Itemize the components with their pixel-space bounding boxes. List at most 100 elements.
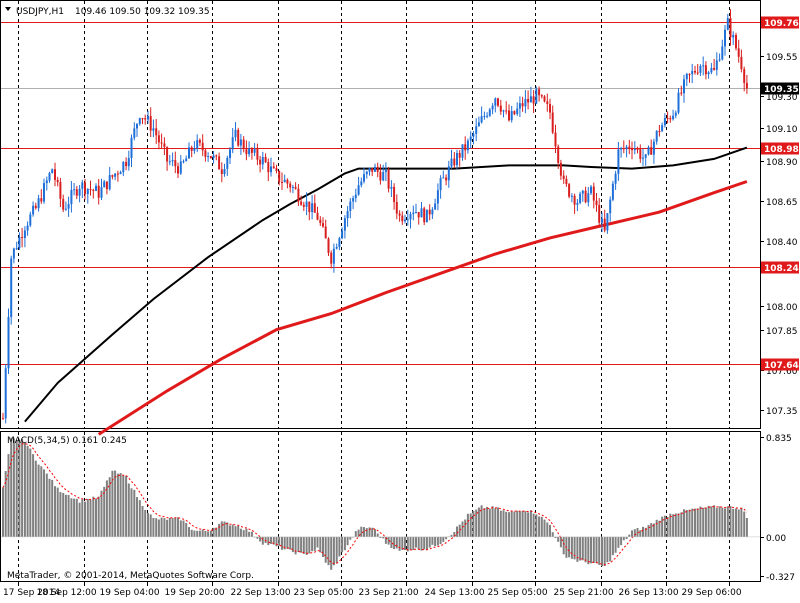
candle-body[interactable] [75,189,78,196]
candle-body[interactable] [100,187,103,198]
candle-body[interactable] [395,202,398,214]
candle-body[interactable] [291,186,294,188]
candle-body[interactable] [248,148,251,155]
candle-body[interactable] [253,149,256,153]
candle-body[interactable] [305,201,308,207]
candle-body[interactable] [234,129,237,138]
candle-body[interactable] [250,148,253,153]
candle-body[interactable] [603,218,606,231]
candle-body[interactable] [573,195,576,205]
candle-body[interactable] [308,201,311,213]
candle-body[interactable] [497,98,499,106]
candle-body[interactable] [239,139,242,146]
candle-body[interactable] [743,69,746,83]
candle-body[interactable] [105,181,108,190]
candle-body[interactable] [229,149,231,158]
candle-body[interactable] [166,147,169,162]
candle-body[interactable] [406,219,409,221]
candle-body[interactable] [557,146,560,163]
candle-body[interactable] [357,185,360,195]
candle-body[interactable] [721,46,724,60]
candle-body[interactable] [330,252,333,264]
candle-body[interactable] [409,214,412,220]
candle-body[interactable] [294,186,297,189]
candle-body[interactable] [559,162,562,176]
candle-body[interactable] [636,149,639,150]
candle-body[interactable] [549,104,551,113]
candle-body[interactable] [34,205,37,209]
candle-body[interactable] [267,162,270,173]
candle-body[interactable] [204,150,207,157]
candle-body[interactable] [26,225,29,231]
candle-body[interactable] [745,82,748,89]
candle-body[interactable] [713,68,716,70]
candle-body[interactable] [685,73,688,80]
candle-body[interactable] [223,169,226,174]
candle-body[interactable] [92,189,95,191]
candle-body[interactable] [625,146,628,150]
candle-body[interactable] [182,161,185,163]
candle-body[interactable] [177,166,179,174]
candle-body[interactable] [363,174,365,182]
candle-body[interactable] [425,209,428,223]
candle-body[interactable] [322,223,324,227]
candle-body[interactable] [524,98,527,107]
candle-body[interactable] [614,173,617,184]
candle-body[interactable] [86,189,89,195]
candle-body[interactable] [447,166,450,181]
candle-body[interactable] [78,188,81,196]
candle-body[interactable] [609,199,612,214]
candle-body[interactable] [349,201,352,212]
candle-body[interactable] [439,178,442,191]
candle-body[interactable] [311,203,314,213]
candle-body[interactable] [89,189,92,190]
candle-body[interactable] [677,92,680,113]
candle-body[interactable] [286,179,289,184]
candle-body[interactable] [332,248,335,264]
candle-body[interactable] [144,118,147,120]
candle-body[interactable] [707,72,710,75]
candle-body[interactable] [67,204,70,209]
candle-body[interactable] [275,168,278,171]
candle-body[interactable] [2,418,4,420]
candle-body[interactable] [579,193,582,203]
candle-body[interactable] [461,144,464,158]
candle-body[interactable] [691,70,694,75]
candle-body[interactable] [694,70,696,73]
candle-body[interactable] [81,182,84,189]
candle-body[interactable] [259,159,262,165]
candle-body[interactable] [699,66,702,73]
candle-body[interactable] [32,205,35,215]
candle-body[interactable] [368,168,371,172]
candle-body[interactable] [212,155,215,159]
candle-body[interactable] [601,218,603,223]
candle-body[interactable] [193,148,196,151]
candle-body[interactable] [7,317,10,369]
candle-body[interactable] [518,103,521,109]
candle-body[interactable] [133,128,136,138]
candle-body[interactable] [650,147,653,155]
candle-body[interactable] [428,209,431,215]
candle-body[interactable] [95,185,97,191]
candle-body[interactable] [283,179,286,183]
candle-body[interactable] [639,149,642,159]
candle-body[interactable] [412,212,415,215]
candle-body[interactable] [480,116,483,123]
candle-body[interactable] [157,135,160,143]
candle-body[interactable] [237,129,240,146]
candle-body[interactable] [527,98,530,103]
candle-body[interactable] [488,109,491,116]
candle-body[interactable] [335,247,338,249]
candle-body[interactable] [434,203,437,210]
candle-body[interactable] [472,133,475,137]
candle-body[interactable] [354,194,357,199]
candle-body[interactable] [23,230,26,239]
candle-body[interactable] [127,158,130,167]
candle-body[interactable] [37,198,40,209]
candle-body[interactable] [376,166,379,172]
candle-body[interactable] [620,148,623,150]
candle-body[interactable] [152,128,155,131]
candle-body[interactable] [190,147,193,151]
candle-body[interactable] [710,68,713,73]
